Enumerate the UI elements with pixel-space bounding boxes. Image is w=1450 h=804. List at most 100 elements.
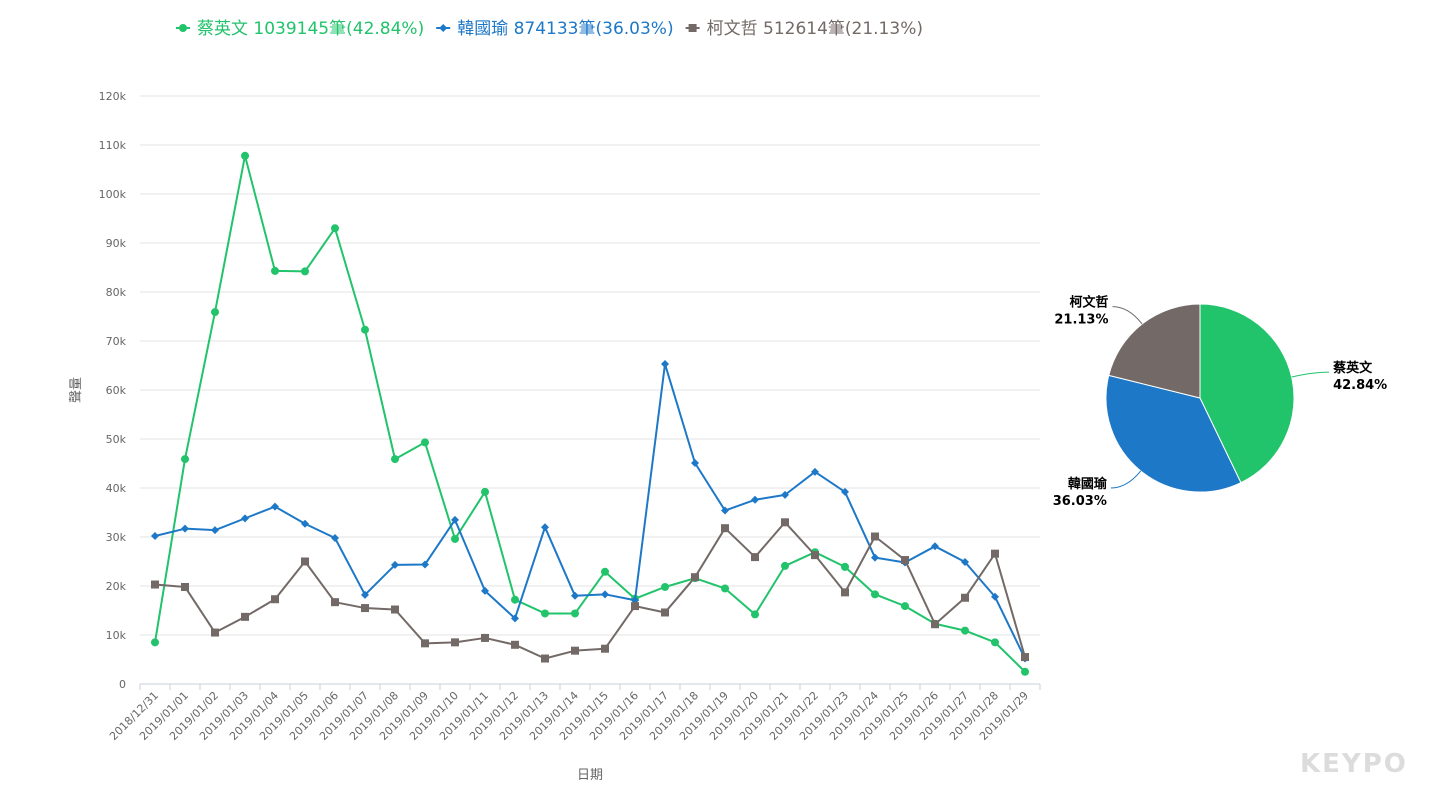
legend[interactable]: 蔡英文 1039145筆(42.84%) 韓國瑜 874133筆(36.03%) 柯…: [176, 19, 923, 39]
data-point: [481, 633, 489, 642]
series-line: [154, 363, 1026, 659]
data-point: [391, 455, 399, 464]
data-point: [151, 638, 159, 647]
data-point: [751, 610, 759, 619]
series-line: [154, 154, 1026, 673]
data-point: [661, 360, 669, 369]
data-point: [421, 560, 429, 569]
data-point: [571, 609, 579, 618]
pie-label-name: 柯文哲: [1070, 295, 1109, 311]
data-point: [811, 467, 819, 476]
data-point: [301, 557, 309, 566]
pie-label-percent: 42.84%: [1333, 378, 1387, 393]
data-point: [601, 567, 609, 576]
data-point: [541, 654, 549, 663]
data-point: [241, 514, 249, 523]
data-point: [361, 590, 369, 599]
pie-chart: 蔡英文 42.84% 韓國瑜 36.03% 柯文哲 21.13%: [1053, 295, 1388, 509]
legend-label: 蔡英文 1039145筆(42.84%): [197, 19, 424, 39]
y-tick-label: 90k: [106, 237, 127, 250]
data-point: [151, 580, 159, 589]
series-layer: [151, 151, 1029, 676]
data-point: [781, 490, 789, 499]
y-tick-label: 120k: [99, 90, 127, 103]
legend-label: 韓國瑜 874133筆(36.03%): [457, 19, 673, 39]
pie-connector: [1112, 306, 1143, 325]
legend-item[interactable]: 蔡英文 1039145筆(42.84%): [176, 19, 424, 39]
data-point: [181, 524, 189, 533]
pie-label-name: 韓國瑜: [1068, 476, 1108, 492]
data-point: [991, 592, 999, 601]
data-point: [511, 640, 519, 649]
data-point: [841, 588, 849, 597]
data-point: [241, 612, 249, 621]
data-point: [961, 557, 969, 566]
data-point: [811, 551, 819, 560]
data-point: [721, 584, 729, 593]
y-axis-title: 聲量: [68, 377, 84, 403]
data-point: [451, 534, 459, 543]
data-point: [211, 526, 219, 535]
data-point: [331, 598, 339, 607]
keypo-watermark-logo: KEYPO: [1300, 749, 1408, 779]
legend-item[interactable]: 韓國瑜 874133筆(36.03%): [436, 19, 674, 39]
data-point: [931, 620, 939, 629]
data-point: [751, 553, 759, 562]
data-point: [901, 602, 909, 611]
data-point: [211, 628, 219, 637]
data-point: [661, 582, 669, 591]
data-point: [601, 644, 609, 653]
y-tick-label: 70k: [106, 335, 127, 348]
data-point: [181, 455, 189, 464]
pie-slice: [1105, 374, 1242, 493]
pie-label-percent: 21.13%: [1054, 313, 1108, 328]
data-point: [931, 542, 939, 551]
series-line: [154, 521, 1026, 660]
data-point: [991, 638, 999, 647]
data-point: [781, 518, 789, 527]
data-point: [271, 595, 279, 604]
data-point: [271, 266, 279, 275]
pie-connector: [1110, 470, 1142, 489]
data-point: [331, 533, 339, 542]
data-point: [361, 604, 369, 613]
legend-marker-icon: [179, 24, 187, 32]
legend-marker-icon: [439, 24, 448, 32]
y-tick-label: 10k: [106, 629, 127, 642]
data-point: [601, 590, 609, 599]
data-point: [721, 506, 729, 515]
y-tick-label: 40k: [106, 482, 127, 495]
data-point: [391, 560, 399, 569]
data-point: [721, 524, 729, 533]
data-point: [631, 602, 639, 611]
data-point: [301, 519, 309, 528]
data-point: [571, 591, 579, 600]
data-point: [271, 502, 279, 511]
data-point: [361, 325, 369, 334]
legend-marker-icon: [688, 24, 697, 32]
data-point: [391, 605, 399, 614]
data-point: [841, 487, 849, 496]
data-point: [961, 593, 969, 602]
data-point: [421, 438, 429, 447]
data-point: [691, 459, 699, 468]
legend-label: 柯文哲 512614筆(21.13%): [707, 19, 923, 39]
data-point: [871, 553, 879, 562]
data-point: [511, 614, 519, 623]
data-point: [1021, 653, 1029, 662]
data-point: [151, 532, 159, 541]
x-axis-title: 日期: [577, 768, 603, 783]
grid-layer: [140, 95, 1040, 636]
data-point: [331, 224, 339, 233]
y-tick-label: 0: [119, 678, 126, 691]
data-point: [211, 308, 219, 317]
data-point: [871, 590, 879, 599]
legend-item[interactable]: 柯文哲 512614筆(21.13%): [685, 19, 923, 39]
y-tick-label: 30k: [106, 531, 127, 544]
data-point: [991, 549, 999, 558]
data-point: [541, 523, 549, 532]
data-point: [961, 626, 969, 635]
data-point: [781, 561, 789, 570]
data-point: [481, 586, 489, 595]
